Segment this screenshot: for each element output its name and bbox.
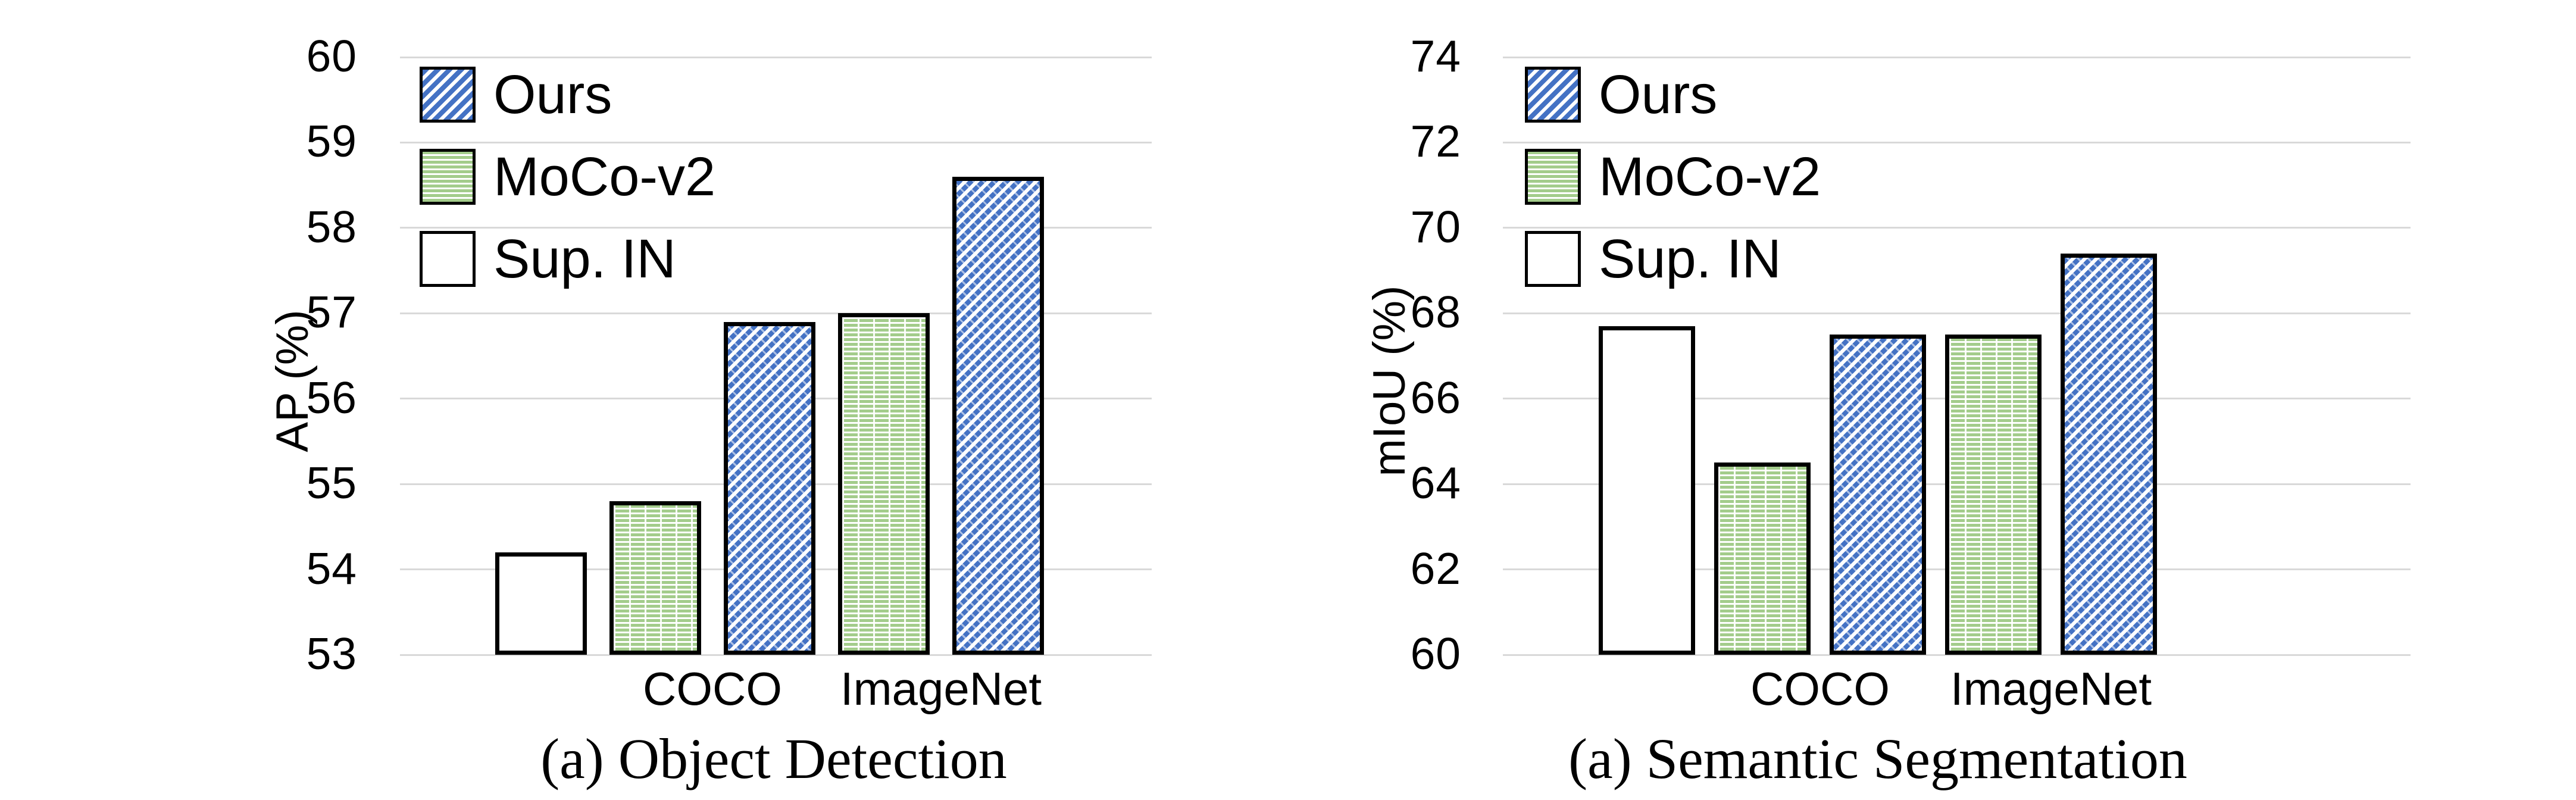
bar-ours <box>2061 254 2157 655</box>
gridline <box>1503 568 2411 570</box>
gridline <box>1503 227 2411 229</box>
y-axis-title: mIoU (%) <box>1364 285 1415 477</box>
chart-caption: (a) Object Detection <box>540 727 1007 790</box>
gridline <box>400 568 1152 570</box>
category-label-imagenet: ImageNet <box>1950 662 2152 715</box>
bar-moco-v2 <box>1945 335 2042 655</box>
y-tick-label: 58 <box>306 202 357 252</box>
bar-moco-v2 <box>838 313 930 655</box>
gridline <box>1503 654 2411 656</box>
category-label-imagenet: ImageNet <box>840 662 1042 715</box>
y-tick-label: 53 <box>306 629 357 679</box>
legend-swatch-moco-v2 <box>420 149 476 205</box>
legend-item-sup-in: Sup. IN <box>1525 231 1781 287</box>
legend-swatch-sup-in <box>420 231 476 287</box>
bar-ours <box>1830 335 1926 655</box>
y-tick-label: 57 <box>306 287 357 337</box>
legend-item-sup-in: Sup. IN <box>420 231 676 287</box>
y-tick-label: 55 <box>306 458 357 508</box>
gridline <box>1503 483 2411 485</box>
gridline <box>400 654 1152 656</box>
legend-label: MoCo-v2 <box>493 146 716 207</box>
bar-ours <box>952 177 1044 655</box>
legend-label: MoCo-v2 <box>1599 146 1821 207</box>
y-tick-label: 74 <box>1410 31 1461 81</box>
gridline <box>1503 398 2411 399</box>
legend-swatch-moco-v2 <box>1525 149 1581 205</box>
legend-label: Sup. IN <box>493 229 676 289</box>
y-tick-label: 56 <box>306 373 357 423</box>
gridline <box>400 483 1152 485</box>
bar-moco-v2 <box>1714 462 1811 655</box>
y-tick-label: 72 <box>1410 116 1461 166</box>
bar-moco-v2 <box>609 501 701 655</box>
legend-item-ours: Ours <box>1525 67 1717 123</box>
legend-item-ours: Ours <box>420 67 612 123</box>
gridline <box>1503 312 2411 314</box>
y-tick-label: 54 <box>306 543 357 593</box>
legend-label: Sup. IN <box>1599 229 1781 289</box>
chart-caption: (a) Semantic Segmentation <box>1568 727 2187 790</box>
category-label-coco: COCO <box>1750 662 1890 715</box>
y-tick-label: 62 <box>1410 543 1461 593</box>
legend-label: Ours <box>1599 64 1718 125</box>
gridline <box>1503 57 2411 58</box>
gridline <box>400 57 1152 58</box>
y-tick-label: 64 <box>1410 458 1461 508</box>
y-tick-label: 70 <box>1410 202 1461 252</box>
legend-item-moco-v2: MoCo-v2 <box>1525 149 1821 205</box>
legend-swatch-ours <box>1525 67 1581 123</box>
gridline <box>400 312 1152 314</box>
gridline <box>400 227 1152 229</box>
legend-label: Ours <box>493 64 612 125</box>
bar-sup-in <box>495 552 587 655</box>
bar-ours <box>724 322 815 655</box>
legend-swatch-ours <box>420 67 476 123</box>
gridline <box>400 142 1152 143</box>
bar-sup-in <box>1599 326 1695 655</box>
y-tick-label: 66 <box>1410 373 1461 423</box>
category-label-coco: COCO <box>643 662 782 715</box>
y-tick-label: 60 <box>1410 629 1461 679</box>
legend-swatch-sup-in <box>1525 231 1581 287</box>
gridline <box>1503 142 2411 143</box>
y-tick-label: 68 <box>1410 287 1461 337</box>
gridline <box>400 398 1152 399</box>
legend-item-moco-v2: MoCo-v2 <box>420 149 715 205</box>
y-tick-label: 59 <box>306 116 357 166</box>
y-axis-title: AP (%) <box>267 310 318 452</box>
y-tick-label: 60 <box>306 31 357 81</box>
